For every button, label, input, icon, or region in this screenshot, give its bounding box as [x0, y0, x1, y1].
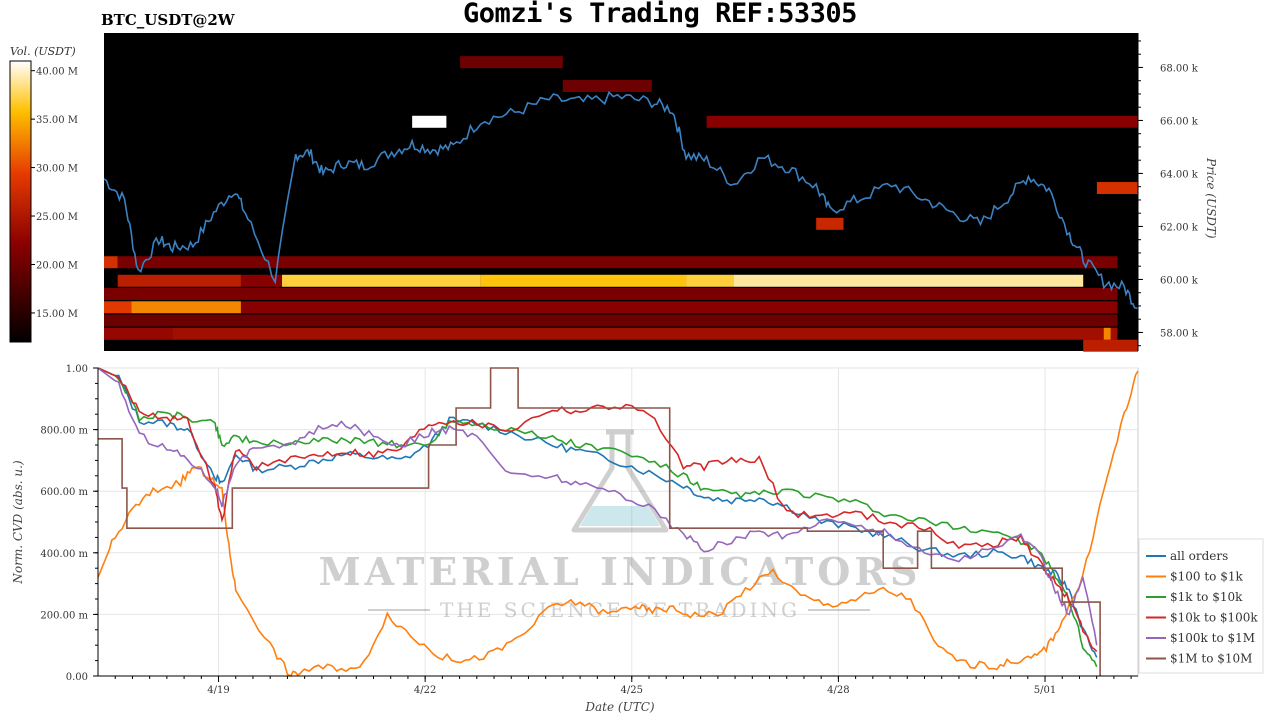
- cvd-x-tick-label: 4/19: [207, 685, 229, 696]
- heatmap-cell: [562, 80, 652, 92]
- heatmap-cell: [117, 256, 1118, 269]
- price-axis-label: Price (USDT): [1204, 157, 1218, 239]
- price-line: [103, 90, 1139, 310]
- heatmap-cell: [104, 327, 173, 340]
- cvd-x-tick-label: 5/01: [1034, 685, 1056, 696]
- cvd-y-tick-label: 400.00 m: [40, 549, 88, 560]
- heatmap-cell: [131, 301, 241, 314]
- legend-label: $1k to $10k: [1170, 590, 1243, 604]
- cvd-x-tick-label: 4/22: [414, 685, 436, 696]
- cvd-plot-area: [97, 367, 1139, 677]
- cvd-line-all_orders: [97, 367, 1098, 658]
- heatmap-cell: [1083, 339, 1138, 352]
- heatmap-cell: [172, 327, 1118, 340]
- price-tick-label: 62.00 k: [1160, 222, 1199, 233]
- colorbar-tick-label: 20.00 M: [36, 260, 78, 271]
- price-tick-label: 58.00 k: [1160, 328, 1199, 339]
- cvd-x-tick-label: 4/25: [621, 685, 643, 696]
- heatmap-panel: 68.00 k 66.00 k 64.00 k 62.00 k 60.00 k 58.00…: [103, 33, 1218, 352]
- chart-title: Gomzi's Trading REF:53305: [463, 0, 857, 29]
- price-tick-label: 60.00 k: [1160, 275, 1199, 286]
- watermark: MATERIAL INDICATORS THE SCIENCE OF TRADI…: [319, 429, 922, 622]
- price-axis-ticks: 68.00 k 66.00 k 64.00 k 62.00 k 60.00 k 58.00…: [1137, 33, 1199, 351]
- heatmap-cell: [104, 288, 1118, 301]
- cvd-y-ticks: 1.00 800.00 m 600.00 m 400.00 m 200.00 m 0.00: [40, 364, 99, 683]
- heatmap-cell: [240, 301, 1118, 314]
- watermark-title: MATERIAL INDICATORS: [319, 549, 922, 594]
- cvd-line-s100_1k: [97, 370, 1139, 678]
- cvd-y-tick-label: 600.00 m: [40, 487, 88, 498]
- cvd-line-s10k_100k: [97, 367, 1098, 652]
- colorbar-ticks: 40.00 M 35.00 M 30.00 M 25.00 M 20.00 M 15.00…: [31, 67, 78, 320]
- heatmap-cell: [104, 314, 1118, 327]
- heatmap-cell: [104, 256, 118, 269]
- cvd-x-label: Date (UTC): [584, 700, 654, 714]
- colorbar-tick-label: 15.00 M: [36, 309, 78, 320]
- cvd-x-ticks: 4/19 4/22 4/25 4/28 5/01: [98, 675, 1138, 696]
- cvd-x-tick-label: 4/28: [827, 685, 849, 696]
- legend: all orders $100 to $1k $1k to $10k $10k to …: [1138, 538, 1264, 674]
- heatmap-cell: [282, 274, 481, 287]
- heatmap-cell: [240, 274, 283, 287]
- colorbar-label: Vol. (USDT): [10, 45, 76, 58]
- heatmap-cell: [117, 274, 241, 287]
- colorbar-tick-label: 25.00 M: [36, 212, 78, 223]
- cvd-y-tick-label: 0.00: [66, 672, 88, 683]
- heatmap-cell: [733, 274, 1084, 287]
- price-tick-label: 64.00 k: [1160, 169, 1199, 180]
- legend-label: $10k to $100k: [1170, 611, 1258, 625]
- heatmap-cell: [1103, 327, 1111, 340]
- legend-label: $1M to $10M: [1170, 652, 1252, 666]
- heatmap-cells: [104, 56, 1138, 352]
- colorbar: Vol. (USDT) 40.00 M 35.00 M 30.00 M 25.00 M…: [9, 45, 78, 343]
- heatmap-cell: [460, 56, 563, 69]
- price-tick-label: 66.00 k: [1160, 116, 1199, 127]
- flask-fill: [580, 506, 660, 526]
- cvd-panel: MATERIAL INDICATORS THE SCIENCE OF TRADI…: [11, 364, 1139, 714]
- legend-label: $100k to $1M: [1170, 631, 1255, 645]
- price-tick-label: 68.00 k: [1160, 63, 1199, 74]
- heatmap-cell: [104, 301, 132, 314]
- cvd-y-tick-label: 800.00 m: [40, 426, 88, 437]
- colorbar-scale: [9, 60, 32, 343]
- cvd-y-tick-label: 200.00 m: [40, 610, 88, 621]
- legend-label: all orders: [1170, 549, 1228, 563]
- legend-items: all orders $100 to $1k $1k to $10k $10k to …: [1146, 549, 1258, 666]
- colorbar-tick-label: 30.00 M: [36, 164, 78, 175]
- cvd-series: [97, 367, 1139, 678]
- colorbar-tick-label: 35.00 M: [36, 115, 78, 126]
- heatmap-cell: [480, 274, 687, 287]
- colorbar-tick-label: 40.00 M: [36, 67, 78, 78]
- heatmap-cell: [686, 274, 734, 287]
- legend-label: $100 to $1k: [1170, 570, 1243, 584]
- legend-box: [1138, 538, 1264, 674]
- heatmap-cell: [816, 217, 844, 230]
- cvd-y-tick-label: 1.00: [66, 364, 88, 375]
- cvd-line-s1k_10k: [97, 367, 1098, 668]
- cvd-line-s100k_1m: [97, 367, 1098, 646]
- heatmap-cell: [412, 115, 447, 128]
- heatmap-cell: [1096, 182, 1138, 195]
- cvd-y-label: Norm. CVD (abs. u.): [11, 460, 25, 585]
- pair-label: BTC_USDT@2W: [101, 11, 235, 29]
- heatmap-cell: [706, 115, 1138, 128]
- cvd-line-s1m_10m: [98, 367, 1101, 676]
